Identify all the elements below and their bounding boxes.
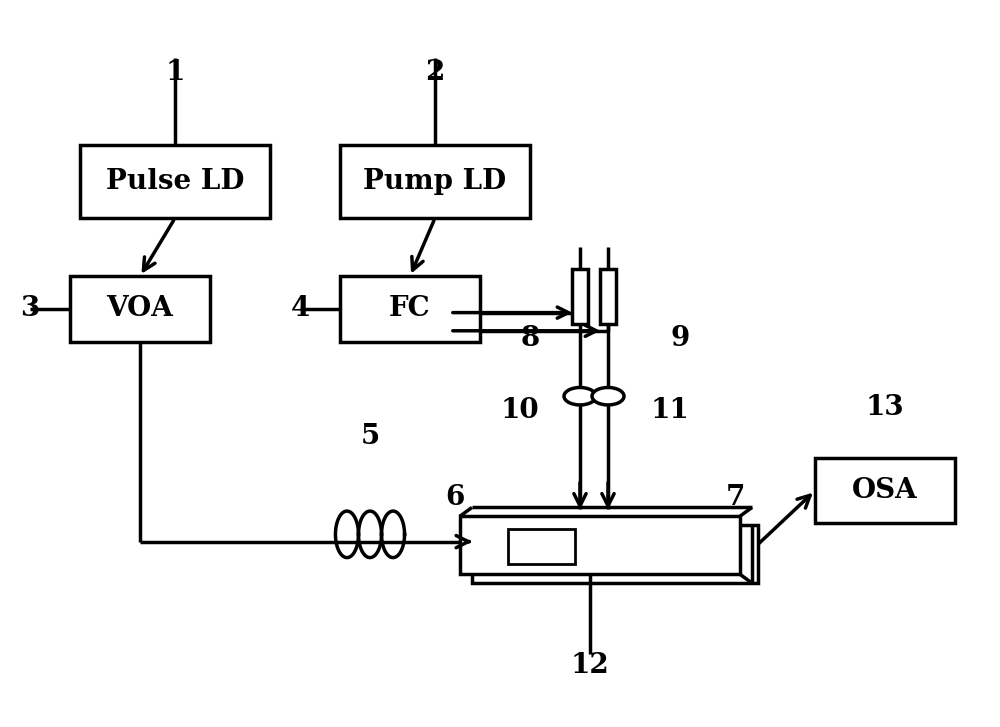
Text: FC: FC (389, 295, 431, 323)
Text: 11: 11 (651, 397, 689, 425)
FancyBboxPatch shape (80, 145, 270, 218)
FancyBboxPatch shape (472, 525, 758, 583)
Text: 9: 9 (670, 324, 690, 352)
Text: 6: 6 (445, 484, 465, 512)
Text: 1: 1 (165, 59, 185, 87)
Text: 2: 2 (425, 59, 445, 87)
Text: VOA: VOA (107, 295, 173, 323)
Text: 12: 12 (571, 651, 609, 679)
Text: 13: 13 (866, 393, 904, 421)
Ellipse shape (592, 387, 624, 405)
FancyBboxPatch shape (508, 529, 575, 564)
Text: 8: 8 (520, 324, 540, 352)
Text: Pump LD: Pump LD (363, 168, 507, 196)
FancyBboxPatch shape (572, 269, 588, 324)
Text: 10: 10 (501, 397, 539, 425)
FancyBboxPatch shape (340, 276, 480, 342)
Text: 5: 5 (360, 422, 380, 450)
Text: 7: 7 (725, 484, 745, 512)
FancyBboxPatch shape (600, 269, 616, 324)
FancyBboxPatch shape (460, 516, 740, 574)
Text: 3: 3 (20, 295, 40, 323)
FancyBboxPatch shape (815, 458, 955, 523)
FancyBboxPatch shape (340, 145, 530, 218)
Text: Pulse LD: Pulse LD (106, 168, 244, 196)
Text: OSA: OSA (852, 477, 918, 505)
Text: 4: 4 (290, 295, 310, 323)
FancyBboxPatch shape (70, 276, 210, 342)
Ellipse shape (564, 387, 596, 405)
